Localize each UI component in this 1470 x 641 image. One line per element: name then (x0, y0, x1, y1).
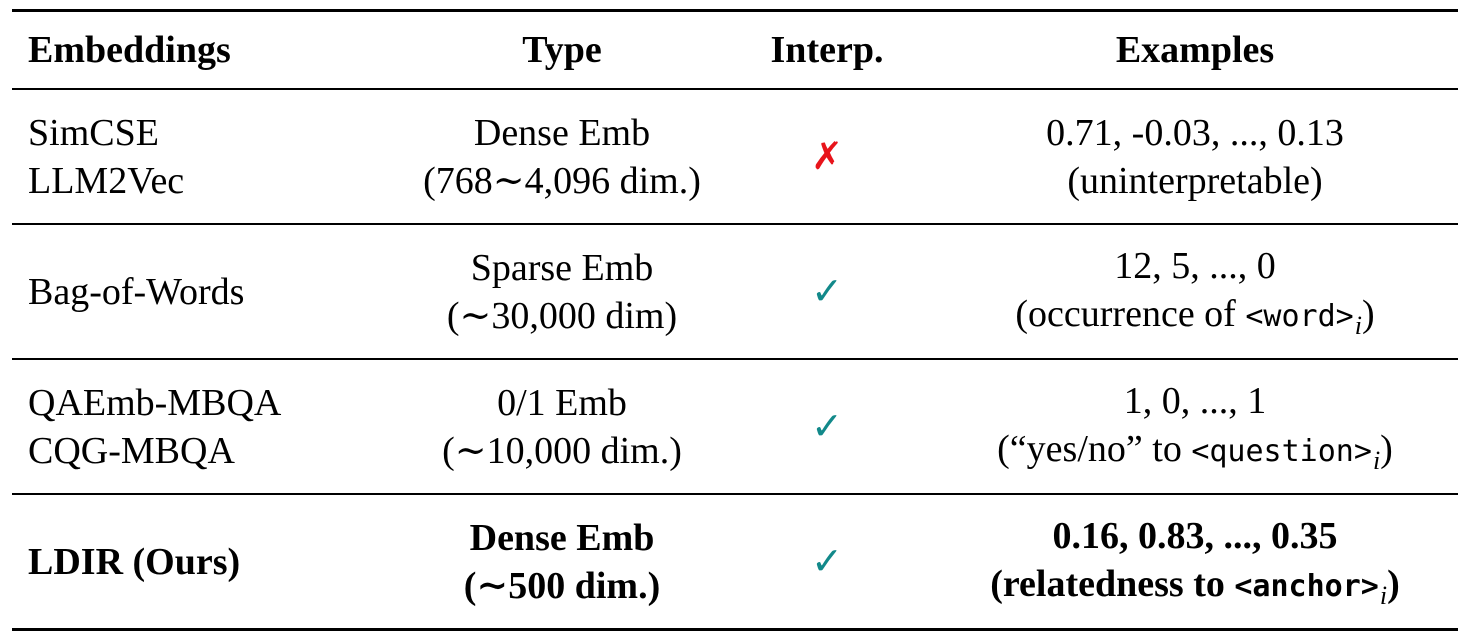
embedding-name: LDIR (Ours) (28, 540, 241, 583)
embeddings-cell: SimCSE LLM2Vec (12, 89, 402, 225)
type-name: Sparse Emb (470, 246, 654, 289)
interp-cell: ✗ (722, 89, 932, 225)
type-dims: (∼30,000 dim) (446, 294, 678, 337)
example-subscript: i (1354, 310, 1362, 340)
embeddings-comparison-table: Embeddings Type Interp. Examples SimCSE … (12, 9, 1458, 631)
example-description: (“yes/no” to <question>i) (932, 425, 1458, 477)
header-type: Type (402, 10, 722, 90)
example-token: <question> (1191, 433, 1372, 469)
example-description: (uninterpretable) (932, 157, 1458, 205)
cross-mark-icon: ✗ (811, 134, 843, 178)
header-interp: Interp. (722, 10, 932, 90)
type-name: 0/1 Emb (497, 381, 627, 424)
embeddings-cell: QAEmb-MBQA CQG-MBQA (12, 359, 402, 495)
embedding-name: QAEmb-MBQA (28, 381, 282, 424)
table-row: Bag-of-Words Sparse Emb (∼30,000 dim) ✓ … (12, 224, 1458, 360)
type-name: Dense Emb (473, 111, 651, 154)
example-description: (occurrence of <word>i) (932, 290, 1458, 342)
examples-cell: 12, 5, ..., 0 (occurrence of <word>i) (932, 224, 1458, 360)
example-description: (relatedness to <anchor>i) (932, 560, 1458, 612)
example-suffix: ) (1361, 292, 1375, 335)
embedding-name: LLM2Vec (28, 159, 185, 202)
table-row: QAEmb-MBQA CQG-MBQA 0/1 Emb (∼10,000 dim… (12, 359, 1458, 495)
embedding-name: Bag-of-Words (28, 270, 245, 313)
table-row-ours: LDIR (Ours) Dense Emb (∼500 dim.) ✓ 0.16… (12, 494, 1458, 630)
type-cell: 0/1 Emb (∼10,000 dim.) (402, 359, 722, 495)
embeddings-cell: LDIR (Ours) (12, 494, 402, 630)
embedding-name: SimCSE (28, 111, 159, 154)
example-suffix: ) (1387, 562, 1400, 605)
check-mark-icon: ✓ (811, 269, 843, 313)
table-row: SimCSE LLM2Vec Dense Emb (768∼4,096 dim.… (12, 89, 1458, 225)
check-mark-icon: ✓ (811, 404, 843, 448)
header-embeddings: Embeddings (12, 10, 402, 90)
example-prefix: (relatedness to (990, 562, 1235, 605)
type-cell: Sparse Emb (∼30,000 dim) (402, 224, 722, 360)
example-values: 1, 0, ..., 1 (1123, 379, 1267, 422)
example-values: 0.16, 0.83, ..., 0.35 (1052, 514, 1338, 557)
example-subscript: i (1379, 580, 1388, 610)
example-prefix: (“yes/no” to (997, 427, 1192, 470)
type-name: Dense Emb (469, 516, 655, 559)
type-cell: Dense Emb (768∼4,096 dim.) (402, 89, 722, 225)
example-prefix: (occurrence of (1015, 292, 1246, 335)
examples-cell: 0.16, 0.83, ..., 0.35 (relatedness to <a… (932, 494, 1458, 630)
embeddings-cell: Bag-of-Words (12, 224, 402, 360)
example-values: 12, 5, ..., 0 (1114, 244, 1276, 287)
embedding-name: CQG-MBQA (28, 429, 235, 472)
example-description-text: (uninterpretable) (1067, 159, 1323, 202)
type-cell: Dense Emb (∼500 dim.) (402, 494, 722, 630)
interp-cell: ✓ (722, 494, 932, 630)
type-dims: (∼500 dim.) (463, 564, 661, 607)
example-token: <word> (1245, 298, 1354, 334)
check-mark-icon: ✓ (811, 539, 843, 583)
header-row: Embeddings Type Interp. Examples (12, 10, 1458, 90)
type-dims: (∼10,000 dim.) (442, 429, 682, 472)
examples-cell: 0.71, -0.03, ..., 0.13 (uninterpretable) (932, 89, 1458, 225)
examples-cell: 1, 0, ..., 1 (“yes/no” to <question>i) (932, 359, 1458, 495)
type-dims: (768∼4,096 dim.) (423, 159, 701, 202)
example-values: 0.71, -0.03, ..., 0.13 (1046, 111, 1344, 154)
example-subscript: i (1372, 445, 1381, 475)
example-suffix: ) (1380, 427, 1393, 470)
interp-cell: ✓ (722, 359, 932, 495)
example-token: <anchor> (1234, 568, 1379, 604)
interp-cell: ✓ (722, 224, 932, 360)
header-examples: Examples (932, 10, 1458, 90)
